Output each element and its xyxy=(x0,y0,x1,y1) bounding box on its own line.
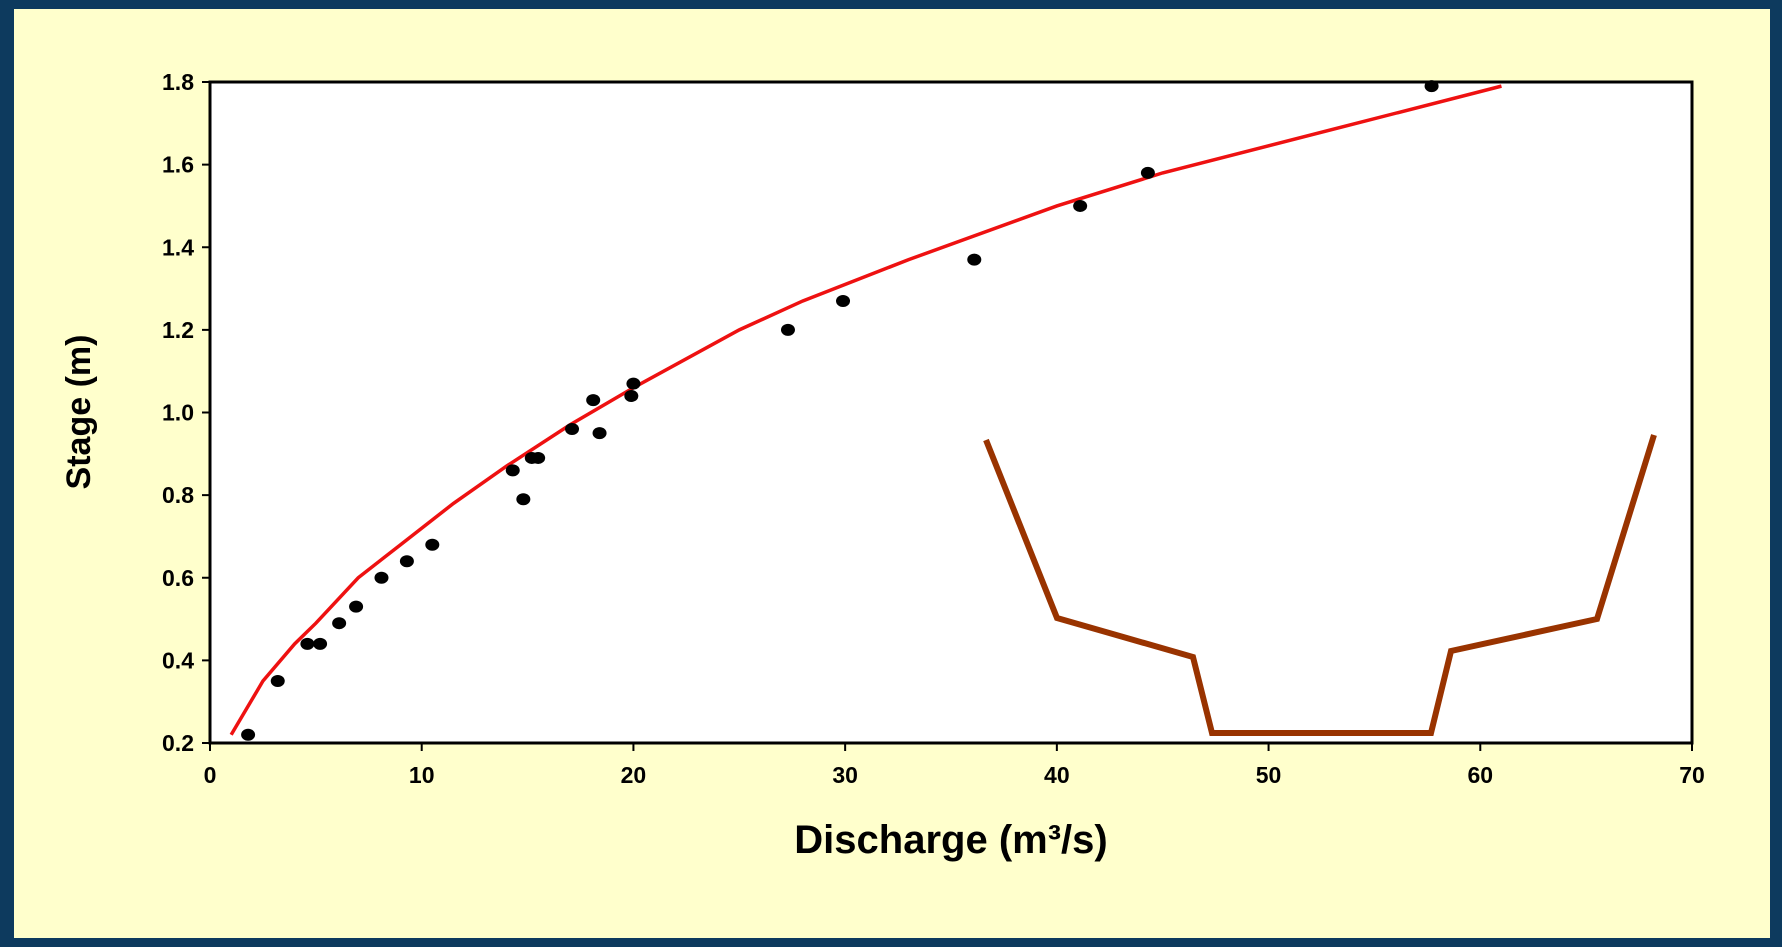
data-point xyxy=(300,637,315,650)
fit-line xyxy=(229,84,1502,736)
x-tick-label: 50 xyxy=(1256,762,1282,788)
data-point xyxy=(1140,166,1155,179)
data-point xyxy=(374,571,389,584)
y-tick-label: 0.8 xyxy=(162,482,194,508)
x-tick-label: 40 xyxy=(1044,762,1070,788)
data-point xyxy=(565,423,580,436)
x-tick-label: 20 xyxy=(621,762,647,788)
y-tick-label: 0.4 xyxy=(162,647,194,673)
data-point xyxy=(780,323,795,336)
data-point xyxy=(836,294,851,307)
x-axis-title: Discharge (m³/s) xyxy=(794,818,1107,862)
data-point xyxy=(626,377,641,390)
x-tick-label: 60 xyxy=(1467,762,1493,788)
data-point xyxy=(399,555,414,568)
data-point xyxy=(332,617,347,630)
y-tick-label: 1.0 xyxy=(162,400,194,426)
x-tick-label: 70 xyxy=(1679,762,1705,788)
y-tick-label: 0.6 xyxy=(162,565,194,591)
y-tick-label: 1.2 xyxy=(162,317,194,343)
data-point xyxy=(425,538,440,551)
data-point xyxy=(531,451,546,464)
x-tick-label: 30 xyxy=(832,762,858,788)
data-point xyxy=(592,427,607,440)
y-tick-label: 1.8 xyxy=(162,69,194,95)
data-point xyxy=(516,493,531,506)
data-point xyxy=(624,389,639,402)
data-point xyxy=(313,637,328,650)
data-point xyxy=(505,464,520,477)
y-tick-label: 1.4 xyxy=(162,234,194,260)
data-point xyxy=(270,675,285,688)
channel-cross-section xyxy=(983,434,1657,736)
plot-area xyxy=(208,80,1694,745)
y-tick-label: 1.6 xyxy=(162,152,194,178)
y-axis-title: Stage (m) xyxy=(60,335,98,490)
x-tick-label: 10 xyxy=(409,762,435,788)
data-point xyxy=(349,600,364,613)
data-point xyxy=(967,253,982,266)
y-tick-label: 0.2 xyxy=(162,730,194,756)
x-tick-label: 0 xyxy=(204,762,217,788)
data-point xyxy=(241,728,256,741)
data-point xyxy=(586,394,601,407)
data-point xyxy=(1424,80,1439,93)
data-point xyxy=(1073,199,1088,212)
